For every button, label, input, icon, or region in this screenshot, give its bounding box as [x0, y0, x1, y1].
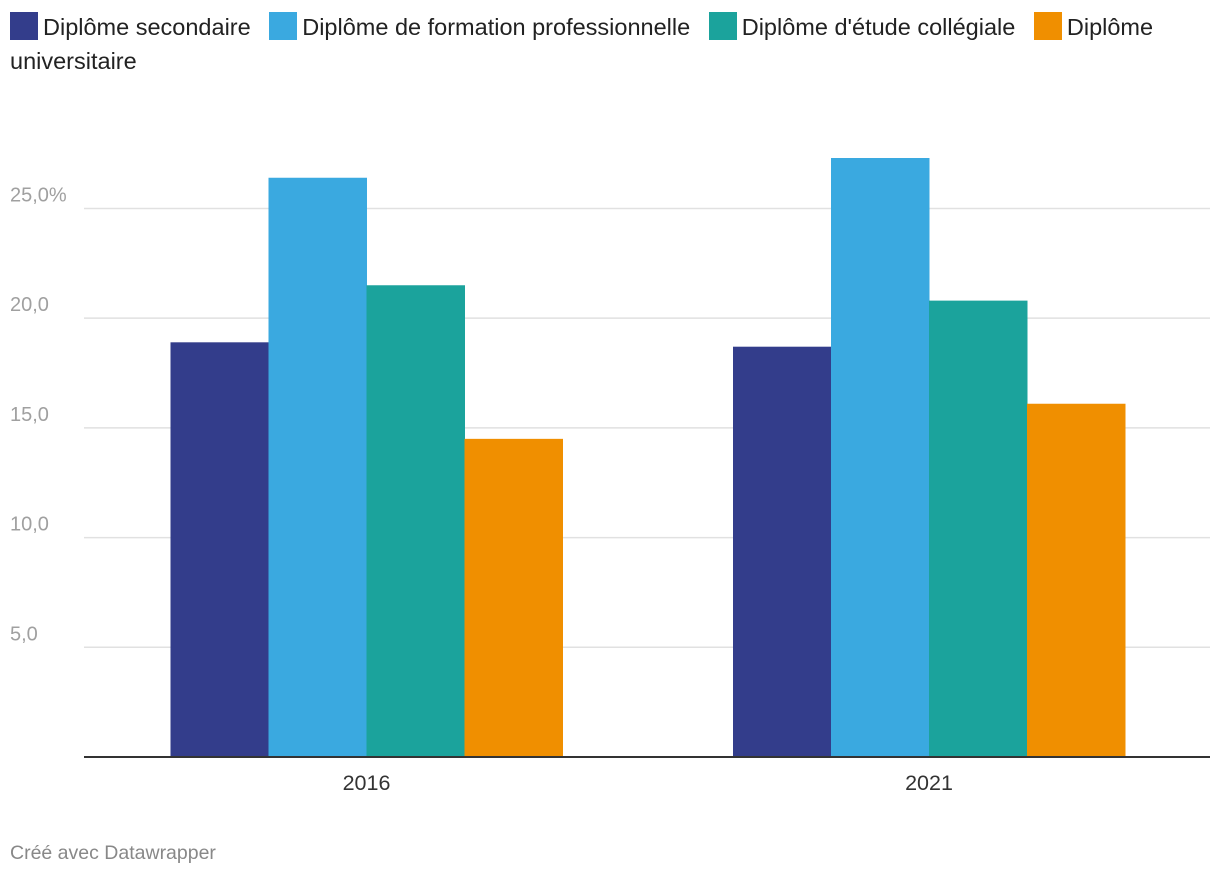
legend-item-secondaire: Diplôme secondaire [10, 12, 251, 40]
y-tick-label: 20,0 [10, 294, 49, 316]
bar-2016-series-3 [464, 438, 563, 757]
chart-legend: Diplôme secondaire Diplôme de formation … [10, 10, 1215, 78]
legend-swatch-universitaire [1033, 12, 1062, 40]
legend-swatch-secondaire [10, 12, 38, 40]
bar-2016-series-0 [170, 342, 269, 757]
y-tick-label: 15,0 [10, 404, 49, 426]
legend-swatch-professionnelle [269, 12, 298, 40]
x-tick-label: 2016 [343, 771, 391, 795]
legend-label-secondaire: Diplôme secondaire [43, 14, 251, 40]
legend-item-collegiale: Diplôme d'étude collégiale [708, 12, 1016, 40]
y-tick-label: 25,0% [10, 184, 67, 206]
bar-2016-series-1 [268, 177, 367, 757]
legend-item-universitaire: Diplôme universitaire [10, 12, 1154, 74]
bar-2021-series-2 [929, 300, 1028, 757]
legend-item-professionnelle: Diplôme de formation professionnelle [269, 12, 691, 40]
y-tick-label: 5,0 [10, 623, 38, 645]
datawrapper-credit: Créé avec Datawrapper [10, 842, 216, 864]
legend-label-collegiale: Diplôme d'étude collégiale [741, 14, 1016, 40]
legend-label-professionnelle: Diplôme de formation professionnelle [302, 14, 691, 40]
y-tick-label: 10,0 [10, 514, 49, 536]
bar-2021-series-1 [831, 158, 930, 757]
bar-2021-series-0 [733, 346, 832, 757]
legend-label-universitaire: Diplôme universitaire [10, 14, 1154, 74]
bar-2016-series-2 [366, 285, 465, 757]
legend-swatch-collegiale [708, 12, 737, 40]
x-tick-label: 2021 [905, 771, 953, 795]
bar-2021-series-3 [1027, 403, 1126, 757]
bar-chart: 5,0 10,0 15,0 20,0 25,0% 2016 2021 [10, 158, 1210, 795]
